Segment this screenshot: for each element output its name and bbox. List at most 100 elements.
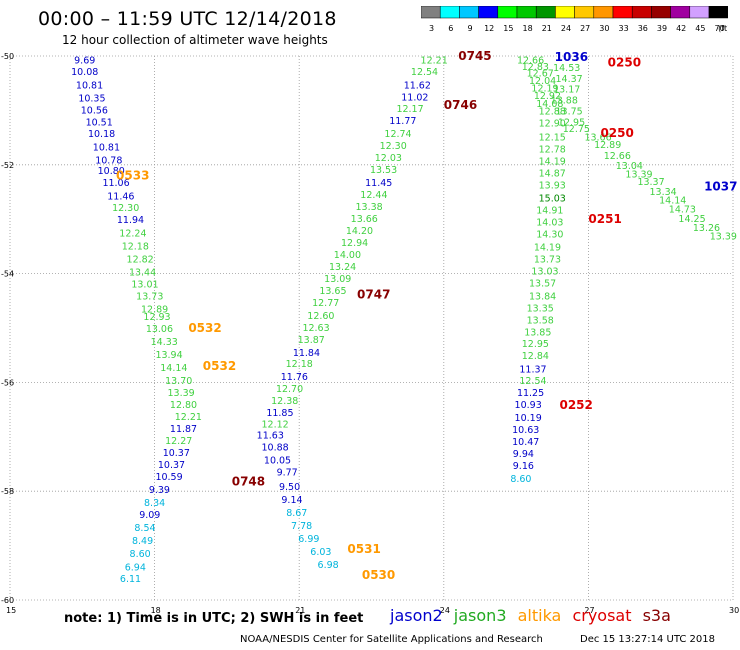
pass-number-label: 0746 <box>444 98 477 112</box>
wave-height-value: 8.54 <box>134 523 155 534</box>
wave-height-value: 12.94 <box>341 238 368 249</box>
wave-height-value: 12.90 <box>539 118 566 129</box>
legend-jason3: jason3 <box>453 606 507 625</box>
wave-height-value: 13.34 <box>650 187 677 198</box>
wave-height-value: 12.21 <box>175 412 202 423</box>
wave-height-value: 10.37 <box>163 448 190 459</box>
lat-tick-label: -50 <box>1 52 14 61</box>
pass-number-label: 0531 <box>347 542 380 556</box>
colorbar-label: 12 <box>484 24 494 33</box>
colorbar-swatch <box>651 6 671 19</box>
wave-height-value: 13.94 <box>155 350 182 361</box>
wave-height-value: 12.80 <box>170 400 197 411</box>
wave-height-value: 11.85 <box>266 408 293 419</box>
wave-height-value: 12.03 <box>375 153 402 164</box>
colorbar-swatch <box>535 6 556 19</box>
wave-height-value: 12.19 <box>531 84 558 95</box>
lon-tick-label: 27 <box>584 606 594 615</box>
wave-height-value: 14.37 <box>556 74 583 85</box>
colorbar-swatch <box>421 6 441 19</box>
wave-height-value: 13.75 <box>556 106 583 117</box>
wave-height-value: 14.33 <box>151 337 178 348</box>
satellite-legend: jason2 jason3 altika cryosat s3a <box>390 606 677 625</box>
wave-height-value: 12.89 <box>141 304 168 315</box>
wave-height-value: 11.06 <box>102 178 129 189</box>
map-subtitle: 12 hour collection of altimeter wave hei… <box>62 33 328 47</box>
wave-height-value: 14.00 <box>334 250 361 261</box>
wave-height-value: 11.46 <box>107 191 134 202</box>
wave-height-value: 14.73 <box>669 204 696 215</box>
wave-height-value: 14.19 <box>534 242 561 253</box>
wave-height-value: 13.65 <box>319 286 346 297</box>
legend-jason2: jason2 <box>390 606 443 625</box>
pass-number-label: 0251 <box>588 212 621 226</box>
pass-number-label: 0532 <box>203 359 236 373</box>
wave-height-value: 6.99 <box>298 534 319 545</box>
wave-height-value: 12.92 <box>534 91 561 102</box>
axis-ticks: 15 18 21 24 27 30 -50 -52 -54 -56 -58 -60 <box>1 52 739 615</box>
wave-height-value: 11.37 <box>519 364 546 375</box>
wave-height-value: 13.57 <box>529 278 556 289</box>
colorbar-swatch <box>555 6 575 19</box>
colorbar-label: 36 <box>638 24 648 33</box>
wave-height-value: 13.38 <box>355 202 382 213</box>
wave-height-value: 13.85 <box>524 327 551 338</box>
legend-cryosat: cryosat <box>572 606 632 625</box>
pass-number-label: 0250 <box>608 56 641 70</box>
wave-height-value: 13.39 <box>625 170 652 181</box>
wave-height-value: 12.04 <box>529 76 556 87</box>
wave-height-value: 11.02 <box>401 92 428 103</box>
wave-height-value: 13.39 <box>168 388 195 399</box>
wave-height-value: 9.14 <box>281 495 302 506</box>
wave-height-value: 11.87 <box>170 424 197 435</box>
lat-tick-label: -52 <box>1 161 14 170</box>
legend-s3a: s3a <box>642 606 671 625</box>
wave-height-value: 12.21 <box>421 55 448 66</box>
wave-height-value: 12.54 <box>519 376 546 387</box>
wave-height-value: 7.78 <box>291 521 312 532</box>
pass-number-label: 0747 <box>357 287 390 301</box>
wave-height-value: 14.87 <box>539 168 566 179</box>
wave-height-value: 12.27 <box>165 436 192 447</box>
wave-height-value: 14.14 <box>160 363 187 374</box>
wave-height-value: 13.58 <box>527 315 554 326</box>
wave-height-value: 14.25 <box>678 214 705 225</box>
wave-height-value: 6.03 <box>310 547 331 558</box>
wave-height-value: 10.59 <box>155 472 182 483</box>
pass-number-label: 1036 <box>555 50 588 64</box>
wave-height-value: 10.56 <box>81 105 108 116</box>
colorbar-swatch <box>574 6 595 19</box>
wave-height-value: 14.91 <box>536 205 563 216</box>
pass-number-label: 0532 <box>188 321 221 335</box>
pass-number-label: 0252 <box>559 398 592 412</box>
colorbar-swatch <box>516 6 537 19</box>
wave-height-value: 13.70 <box>165 376 192 387</box>
colorbar-label: 33 <box>619 24 629 33</box>
wave-height-value: 11.25 <box>517 388 544 399</box>
wave-height-value: 12.12 <box>261 420 288 431</box>
wave-height-value: 13.01 <box>131 279 158 290</box>
wave-height-value: 12.30 <box>380 141 407 152</box>
wave-height-value: 11.84 <box>293 348 320 359</box>
colorbar-swatch <box>459 6 479 19</box>
wave-height-value: 9.77 <box>277 468 298 479</box>
wave-height-value: 13.26 <box>693 223 720 234</box>
map-title: 00:00 – 11:59 UTC 12/14/2018 <box>38 8 337 30</box>
wave-height-value: 12.93 <box>143 312 170 323</box>
wave-height-value: 11.62 <box>404 80 431 91</box>
wave-height-value: 8.67 <box>286 508 307 519</box>
colorbar-swatch <box>439 6 460 19</box>
wave-height-value: 12.88 <box>539 106 566 117</box>
wave-height-value: 14.30 <box>536 229 563 240</box>
wave-height-value: 9.69 <box>74 55 95 66</box>
lat-tick-label: -54 <box>1 270 14 279</box>
wave-height-value: 13.44 <box>129 267 156 278</box>
pass-number-label: 0745 <box>458 49 491 63</box>
wave-height-value: 12.30 <box>112 203 139 214</box>
wave-height-value: 10.78 <box>95 155 122 166</box>
wave-height-value: 13.84 <box>529 291 556 302</box>
wave-height-value: 9.39 <box>149 485 170 496</box>
wave-height-value: 10.88 <box>261 443 288 454</box>
wave-height-value: 12.66 <box>517 55 544 66</box>
